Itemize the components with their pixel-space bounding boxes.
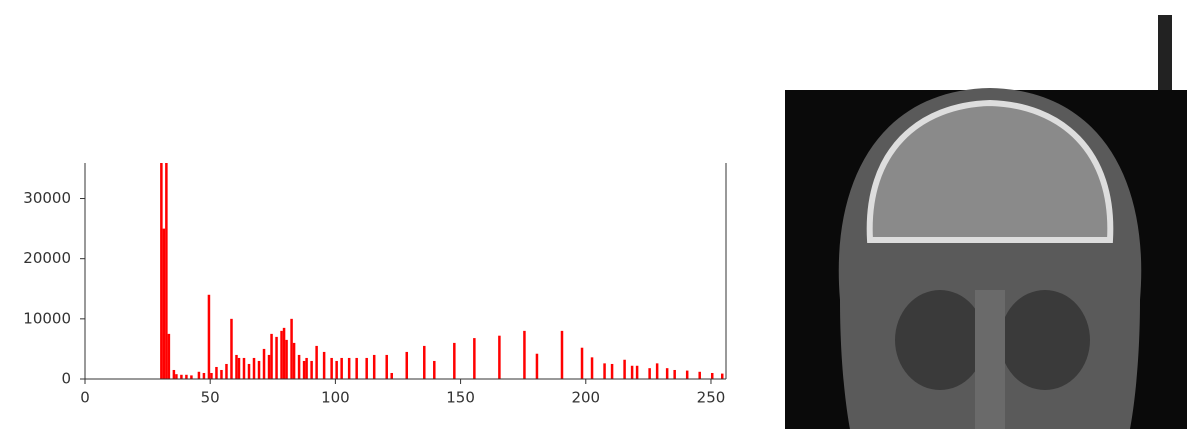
bar — [220, 370, 223, 379]
bar — [160, 162, 163, 379]
bar — [561, 331, 564, 379]
bar — [168, 334, 171, 379]
bar — [283, 328, 286, 379]
bar — [190, 375, 193, 379]
bar — [636, 366, 639, 379]
bar — [215, 367, 218, 379]
bar — [473, 338, 476, 379]
bar — [536, 354, 539, 379]
bar — [330, 358, 333, 379]
bar — [210, 373, 213, 379]
bar — [225, 364, 228, 379]
screen: 0100002000030000400005000060000050100150… — [0, 0, 1187, 429]
bar — [175, 374, 178, 379]
bar — [686, 371, 689, 379]
bar — [453, 343, 456, 379]
bar — [591, 357, 594, 379]
bar — [238, 358, 241, 379]
bar — [611, 364, 614, 379]
bar — [523, 331, 526, 379]
bar — [275, 337, 278, 379]
bar — [285, 340, 288, 379]
bar — [365, 358, 368, 379]
bar — [165, 162, 168, 379]
bar — [335, 361, 338, 379]
bar — [423, 346, 426, 379]
bar — [673, 370, 676, 379]
bar — [198, 372, 201, 379]
bar — [390, 373, 393, 379]
left-region — [895, 290, 985, 390]
bar — [305, 358, 308, 379]
bar — [185, 375, 188, 379]
bar — [666, 368, 669, 379]
bar — [203, 373, 206, 379]
bar — [623, 360, 626, 379]
bar — [180, 375, 183, 379]
midline — [975, 290, 1005, 429]
bar — [315, 346, 318, 379]
bar — [208, 295, 211, 379]
right-region — [1000, 290, 1090, 390]
bar — [323, 352, 326, 379]
bar — [498, 336, 501, 379]
bar — [303, 361, 306, 379]
x-tick-label: 200 — [571, 389, 600, 407]
x-tick-label: 250 — [697, 389, 726, 407]
bar — [243, 358, 246, 379]
bar — [648, 368, 651, 379]
x-tick-label: 0 — [80, 389, 90, 407]
bar — [248, 364, 251, 379]
y-tick-label: 0 — [61, 370, 71, 388]
bar — [433, 361, 436, 379]
bar — [263, 349, 266, 379]
bar — [348, 358, 351, 379]
bar — [310, 361, 313, 379]
bar — [385, 355, 388, 379]
bar — [258, 361, 261, 379]
image-edge — [1158, 15, 1172, 90]
y-tick-label: 30000 — [23, 189, 71, 207]
bar — [406, 352, 409, 379]
bar — [253, 358, 256, 379]
bar — [355, 358, 358, 379]
y-tick-label: 10000 — [23, 309, 71, 327]
bar — [163, 229, 166, 379]
bar — [230, 319, 233, 379]
bar — [373, 355, 376, 379]
bar — [631, 366, 634, 379]
bar — [298, 355, 301, 379]
bar — [173, 370, 176, 379]
x-tick-label: 50 — [201, 389, 220, 407]
bar — [280, 331, 283, 379]
bar — [290, 319, 293, 379]
bar — [656, 363, 659, 379]
bar — [698, 372, 701, 379]
bar — [270, 334, 273, 379]
bar — [581, 348, 584, 379]
x-tick-label: 150 — [446, 389, 475, 407]
bar — [721, 374, 724, 379]
bar — [603, 363, 606, 379]
bar — [711, 373, 714, 379]
bar — [235, 355, 238, 379]
bar — [293, 343, 296, 379]
y-tick-label: 20000 — [23, 249, 71, 267]
bar — [340, 358, 343, 379]
x-tick-label: 100 — [321, 389, 350, 407]
bar — [268, 355, 271, 379]
